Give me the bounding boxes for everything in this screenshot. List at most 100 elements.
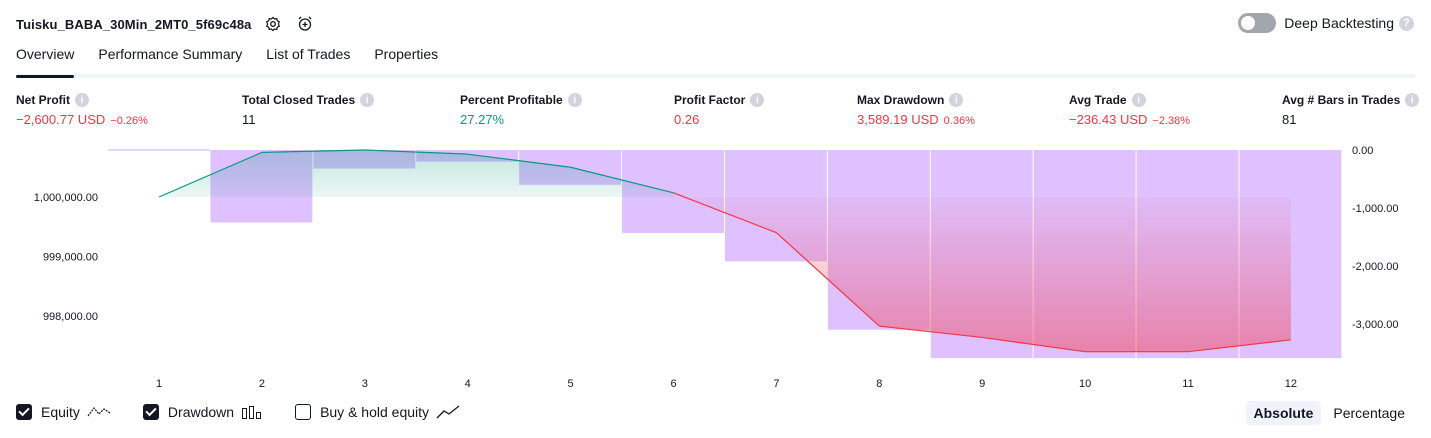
metric-value-text: 27.27% bbox=[460, 112, 505, 127]
x-tick-label: 10 bbox=[1079, 378, 1091, 390]
x-tick-label: 6 bbox=[670, 378, 676, 390]
legend-buy-hold-label: Buy & hold equity bbox=[320, 404, 430, 420]
buy-hold-line-icon bbox=[436, 404, 460, 420]
x-tick-label: 2 bbox=[259, 378, 265, 390]
x-tick-label: 1 bbox=[156, 378, 162, 390]
equity-segment bbox=[673, 192, 777, 234]
metric-value: 27.27% bbox=[460, 112, 582, 127]
percentage-button[interactable]: Percentage bbox=[1333, 405, 1405, 421]
metric-value: 11 bbox=[242, 112, 374, 127]
toggle-knob bbox=[1241, 16, 1256, 30]
metric-value-text: −2,600.77 USD bbox=[16, 112, 106, 127]
equity-segment bbox=[982, 336, 1086, 353]
metric-profit-factor: Profit Factor i 0.26 bbox=[674, 93, 765, 127]
tab-bar: Overview Performance Summary List of Tra… bbox=[16, 46, 1415, 78]
metric-label: Net Profit i bbox=[16, 93, 148, 107]
metric-label-text: Net Profit bbox=[16, 93, 70, 107]
metric-value: −236.43 USD −2.38% bbox=[1069, 112, 1190, 127]
buy-hold-checkbox[interactable] bbox=[295, 404, 312, 420]
equity-line bbox=[158, 149, 1291, 353]
metric-label-text: Profit Factor bbox=[674, 93, 746, 107]
metric-percent-profitable: Percent Profitable i 27.27% bbox=[460, 93, 582, 127]
equity-segment bbox=[364, 149, 468, 155]
metric-value-text: −236.43 USD bbox=[1069, 112, 1148, 127]
info-icon[interactable]: i bbox=[567, 93, 582, 107]
metric-label: Percent Profitable i bbox=[460, 93, 582, 107]
chart-legend: Equity Drawdown Buy & hold equity bbox=[16, 404, 492, 420]
metric-label-text: Total Closed Trades bbox=[242, 93, 356, 107]
metric-label-text: Percent Profitable bbox=[460, 93, 563, 107]
strategy-title: Tuisku_BABA_30Min_2MT0_5f69c48a bbox=[16, 16, 252, 32]
equity-segment bbox=[1187, 339, 1291, 353]
x-tick-label: 11 bbox=[1182, 378, 1193, 390]
deep-backtesting: Deep Backtesting ? bbox=[1238, 13, 1414, 33]
left-tick-label: 999,000.00 bbox=[43, 252, 98, 264]
deep-backtesting-toggle[interactable] bbox=[1238, 13, 1277, 33]
metric-label-text: Avg # Bars in Trades bbox=[1282, 93, 1401, 107]
metric-label-text: Avg Trade bbox=[1069, 93, 1127, 107]
equity-segment bbox=[261, 149, 365, 153]
info-icon[interactable]: i bbox=[1405, 93, 1420, 107]
left-tick-label: 1,000,000.00 bbox=[34, 192, 98, 204]
left-tick-label: 998,000.00 bbox=[43, 311, 98, 323]
equity-drawdown-chart: 1,000,000.00 999,000.00 998,000.00 0.00 -1,0… bbox=[34, 145, 1399, 390]
metric-avg-trade: Avg Trade i −236.43 USD −2.38% bbox=[1069, 93, 1190, 127]
metric-label: Profit Factor i bbox=[674, 93, 765, 107]
equity-segment bbox=[467, 153, 571, 168]
metric-max-drawdown: Max Drawdown i 3,589.19 USD 0.36% bbox=[857, 93, 975, 127]
equity-checkbox[interactable] bbox=[16, 404, 32, 420]
equity-area-down bbox=[673, 192, 1291, 352]
metric-value: −2,600.77 USD −0.26% bbox=[16, 112, 148, 127]
x-tick-label: 12 bbox=[1285, 378, 1297, 390]
metric-label: Max Drawdown i bbox=[857, 93, 975, 107]
equity-segment bbox=[570, 166, 674, 194]
tab-performance-summary[interactable]: Performance Summary bbox=[98, 46, 243, 62]
right-tick-label: -1,000.00 bbox=[1352, 203, 1398, 215]
legend-drawdown[interactable]: Drawdown bbox=[142, 404, 263, 420]
metrics-row: Net Profit i −2,600.77 USD −0.26% Total Cl… bbox=[16, 93, 1420, 133]
equity-segment bbox=[775, 232, 880, 327]
metric-label: Avg # Bars in Trades i bbox=[1282, 93, 1420, 107]
right-tick-label: 0.00 bbox=[1352, 145, 1373, 157]
equity-line-icon bbox=[87, 405, 111, 419]
metric-value-text: 11 bbox=[242, 112, 256, 127]
legend-equity[interactable]: Equity bbox=[16, 404, 111, 420]
mode-switch: Absolute Percentage bbox=[1242, 401, 1414, 425]
info-icon[interactable]: i bbox=[1131, 93, 1146, 107]
metric-value: 81 bbox=[1282, 112, 1419, 127]
legend-buy-hold[interactable]: Buy & hold equity bbox=[295, 404, 460, 420]
strategy-header: Tuisku_BABA_30Min_2MT0_5f69c48a bbox=[16, 13, 316, 35]
tab-list-of-trades[interactable]: List of Trades bbox=[266, 46, 351, 62]
metric-value: 3,589.19 USD 0.36% bbox=[857, 112, 975, 127]
metric-sub: 0.36% bbox=[943, 115, 975, 127]
drawdown-checkbox[interactable] bbox=[142, 404, 159, 420]
add-alert-icon[interactable] bbox=[294, 13, 316, 35]
settings-icon[interactable] bbox=[262, 13, 284, 35]
metric-avg-bars: Avg # Bars in Trades i 81 bbox=[1282, 93, 1420, 127]
legend-equity-label: Equity bbox=[41, 404, 80, 420]
x-tick-label: 7 bbox=[773, 378, 779, 390]
right-tick-label: -2,000.00 bbox=[1352, 261, 1398, 273]
metric-net-profit: Net Profit i −2,600.77 USD −0.26% bbox=[16, 93, 148, 127]
info-icon[interactable]: i bbox=[75, 93, 89, 107]
metric-value-text: 81 bbox=[1282, 112, 1297, 127]
right-tick-label: -3,000.00 bbox=[1352, 319, 1398, 331]
info-icon[interactable]: i bbox=[750, 93, 765, 107]
tab-overview[interactable]: Overview bbox=[16, 46, 75, 78]
equity-area bbox=[159, 149, 1291, 352]
x-tick-label: 9 bbox=[979, 378, 985, 390]
metric-label: Avg Trade i bbox=[1069, 93, 1190, 107]
absolute-button[interactable]: Absolute bbox=[1245, 401, 1322, 425]
axis-ticks: 1,000,000.00 999,000.00 998,000.00 0.00 -1,0… bbox=[34, 145, 1399, 390]
x-tick-label: 5 bbox=[568, 378, 574, 390]
info-icon[interactable]: i bbox=[949, 93, 964, 107]
tab-properties[interactable]: Properties bbox=[374, 46, 439, 62]
metric-total-closed-trades: Total Closed Trades i 11 bbox=[242, 93, 375, 127]
equity-segment bbox=[158, 151, 263, 198]
drawdown-bars-icon bbox=[241, 405, 263, 419]
legend-drawdown-label: Drawdown bbox=[167, 404, 235, 420]
help-icon[interactable]: ? bbox=[1399, 15, 1414, 31]
info-icon[interactable]: i bbox=[360, 93, 375, 107]
metric-value-text: 3,589.19 USD bbox=[857, 112, 939, 127]
equity-segment bbox=[879, 325, 983, 339]
